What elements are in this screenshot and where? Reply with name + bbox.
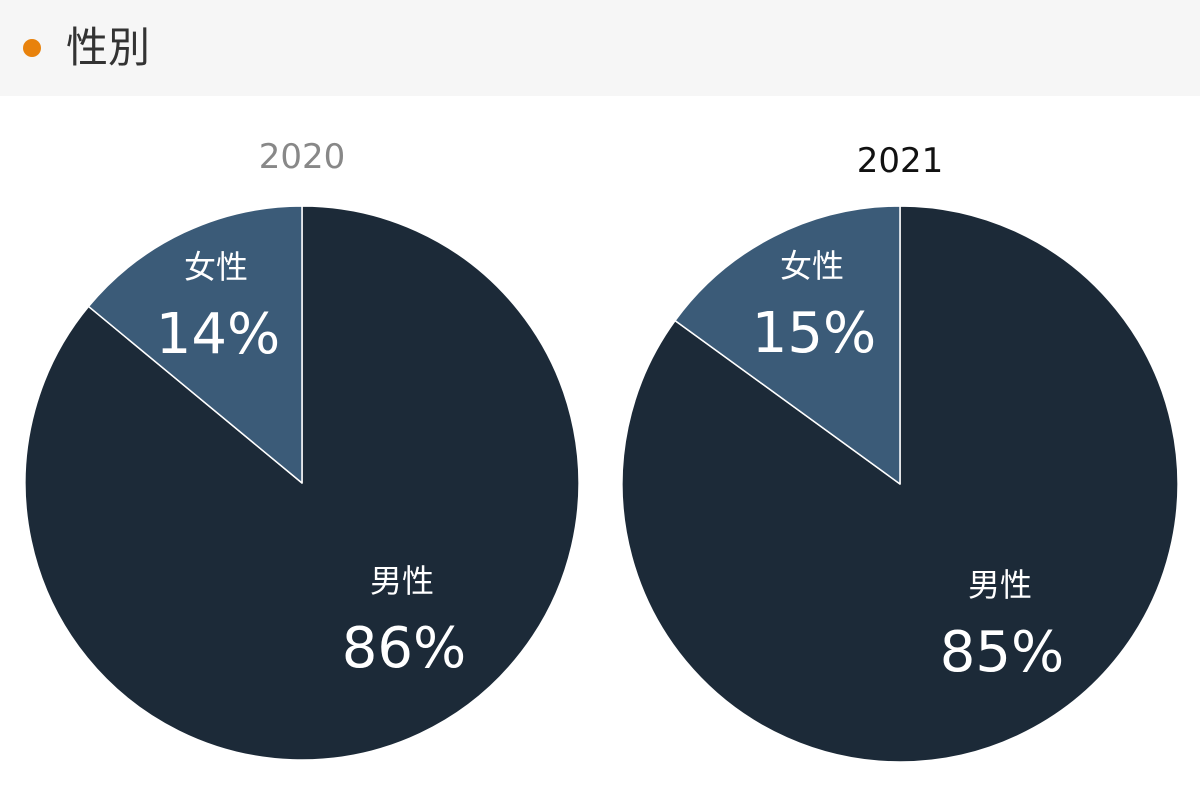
- slice-label-female: 女性: [184, 248, 248, 286]
- section-header: 性別: [0, 0, 1200, 96]
- pie-slice-female: [674, 205, 901, 485]
- slice-label-male: 男性: [370, 562, 434, 600]
- pie-chart-2021: 2021 男性 85% 女性 15%: [621, 141, 1179, 763]
- orange-dot-icon: [23, 39, 41, 57]
- pie-slice-female: [87, 205, 303, 484]
- slice-value-male: 85%: [940, 620, 1064, 685]
- slice-value-female: 15%: [752, 301, 876, 366]
- pie-chart-2020: 2020 男性 86% 女性 14%: [24, 137, 580, 761]
- slice-label-male: 男性: [968, 566, 1032, 604]
- slice-value-male: 86%: [342, 616, 466, 681]
- chart-title: 2021: [857, 141, 944, 181]
- slice-label-female: 女性: [780, 247, 844, 285]
- slice-value-female: 14%: [156, 302, 280, 367]
- section-title: 性別: [66, 23, 151, 72]
- chart-title: 2020: [259, 137, 346, 177]
